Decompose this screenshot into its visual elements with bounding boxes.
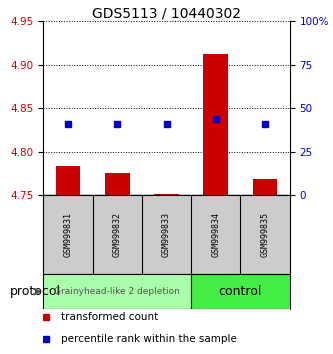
Text: GSM999835: GSM999835 bbox=[260, 212, 270, 257]
Bar bbox=[154, 194, 179, 195]
Bar bbox=[56, 166, 80, 195]
Text: GSM999832: GSM999832 bbox=[113, 212, 122, 257]
Title: GDS5113 / 10440302: GDS5113 / 10440302 bbox=[92, 6, 241, 20]
Text: GSM999833: GSM999833 bbox=[162, 212, 171, 257]
Text: GSM999831: GSM999831 bbox=[63, 212, 73, 257]
Bar bbox=[253, 179, 277, 195]
Text: Grainyhead-like 2 depletion: Grainyhead-like 2 depletion bbox=[54, 287, 180, 296]
Text: GSM999834: GSM999834 bbox=[211, 212, 220, 257]
Text: percentile rank within the sample: percentile rank within the sample bbox=[61, 333, 236, 344]
Text: transformed count: transformed count bbox=[61, 312, 158, 322]
Bar bbox=[105, 173, 130, 195]
Text: control: control bbox=[219, 285, 262, 298]
Text: protocol: protocol bbox=[10, 285, 61, 298]
Bar bbox=[191, 274, 290, 309]
Bar bbox=[203, 54, 228, 195]
Bar bbox=[43, 274, 191, 309]
